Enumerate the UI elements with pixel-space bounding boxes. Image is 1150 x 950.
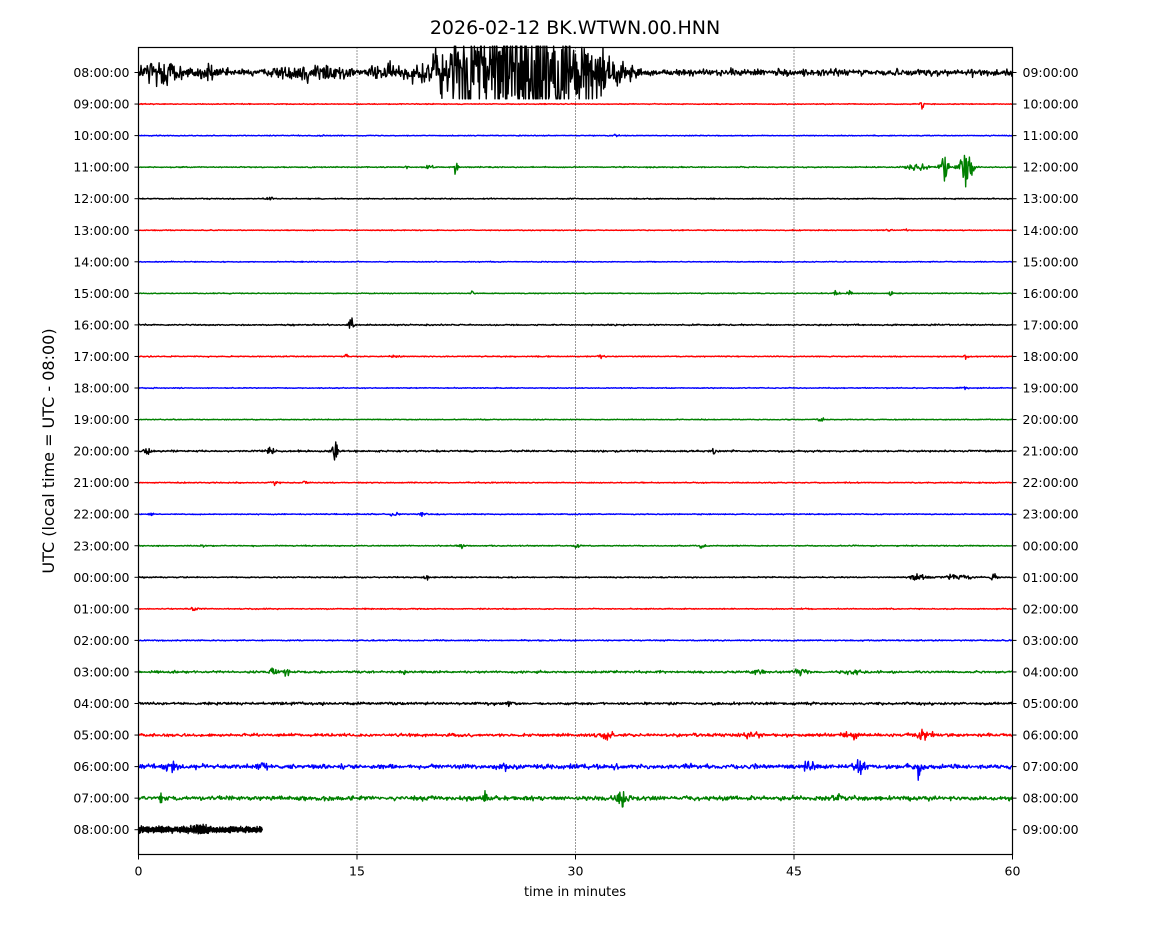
left-time-label: 08:00:00	[73, 65, 129, 80]
trace-5	[138, 228, 1013, 232]
trace-16	[138, 573, 1013, 581]
left-time-label: 08:00:00	[73, 822, 129, 837]
right-time-label: 17:00:00	[1023, 317, 1079, 332]
right-time-label: 13:00:00	[1023, 191, 1079, 206]
right-time-label: 18:00:00	[1023, 349, 1079, 364]
left-time-label: 21:00:00	[73, 475, 129, 490]
left-time-label: 13:00:00	[73, 223, 129, 238]
right-time-label: 16:00:00	[1023, 286, 1079, 301]
x-tick-label: 30	[568, 864, 584, 879]
right-time-label: 04:00:00	[1023, 664, 1079, 679]
left-time-label: 16:00:00	[73, 317, 129, 332]
trace-8	[137, 317, 1013, 329]
left-time-label: 01:00:00	[73, 601, 129, 616]
y-axis-label: UTC (local time = UTC - 08:00)	[39, 328, 58, 573]
right-time-label: 03:00:00	[1023, 633, 1079, 648]
right-time-label: 08:00:00	[1023, 791, 1079, 806]
right-time-label: 19:00:00	[1023, 381, 1079, 396]
right-time-label: 14:00:00	[1023, 223, 1079, 238]
right-time-label: 11:00:00	[1023, 128, 1079, 143]
x-tick-label: 45	[786, 864, 802, 879]
left-time-label: 22:00:00	[73, 507, 129, 522]
left-time-label: 00:00:00	[73, 570, 129, 585]
left-time-labels: 08:00:00 09:00:00 10:00:00 11:00:00 12:00:00…	[73, 65, 139, 837]
right-time-label: 22:00:00	[1023, 475, 1079, 490]
trace-15	[138, 543, 1013, 550]
right-time-label: 02:00:00	[1023, 601, 1079, 616]
x-tick-label: 0	[135, 864, 143, 879]
x-axis-ticks: 0 15 30 45 60	[135, 854, 1021, 879]
trace-14	[138, 511, 1013, 518]
right-time-label: 23:00:00	[1023, 507, 1079, 522]
left-time-label: 17:00:00	[73, 349, 129, 364]
left-time-label: 23:00:00	[73, 538, 129, 553]
x-axis-label: time in minutes	[524, 885, 626, 900]
trace-3	[138, 154, 1013, 188]
right-time-label: 10:00:00	[1023, 97, 1079, 112]
right-time-label: 01:00:00	[1023, 570, 1079, 585]
left-time-label: 06:00:00	[73, 759, 129, 774]
trace-23	[137, 790, 1014, 808]
left-time-label: 05:00:00	[73, 728, 129, 743]
left-time-label: 09:00:00	[73, 97, 129, 112]
right-time-label: 05:00:00	[1023, 696, 1079, 711]
trace-2	[138, 133, 1013, 138]
trace-6	[138, 260, 1013, 264]
left-time-label: 12:00:00	[73, 191, 129, 206]
trace-group	[137, 45, 1014, 835]
left-time-label: 11:00:00	[73, 160, 129, 175]
left-time-label: 14:00:00	[73, 254, 129, 269]
left-time-label: 18:00:00	[73, 381, 129, 396]
right-time-label: 00:00:00	[1023, 538, 1079, 553]
gridline-group	[356, 47, 795, 855]
x-tick-label: 60	[1005, 864, 1021, 879]
right-time-label: 21:00:00	[1023, 444, 1079, 459]
trace-18	[138, 638, 1013, 642]
trace-20	[138, 700, 1014, 708]
left-time-label: 03:00:00	[73, 664, 129, 679]
right-time-label: 20:00:00	[1023, 412, 1079, 427]
left-time-label: 02:00:00	[73, 633, 129, 648]
right-time-label: 06:00:00	[1023, 728, 1079, 743]
left-time-label: 19:00:00	[73, 412, 129, 427]
trace-19	[138, 667, 1014, 677]
left-time-label: 04:00:00	[73, 696, 129, 711]
right-time-label: 07:00:00	[1023, 759, 1079, 774]
right-time-label: 12:00:00	[1023, 160, 1079, 175]
chart-title: 2026-02-12 BK.WTWN.00.HNN	[430, 17, 720, 39]
right-time-label: 09:00:00	[1023, 65, 1079, 80]
left-time-label: 10:00:00	[73, 128, 129, 143]
left-time-label: 15:00:00	[73, 286, 129, 301]
trace-24	[137, 823, 263, 835]
x-tick-label: 15	[349, 864, 365, 879]
left-time-label: 07:00:00	[73, 791, 129, 806]
trace-10	[138, 386, 1013, 391]
right-time-label: 15:00:00	[1023, 254, 1079, 269]
trace-12	[138, 441, 1013, 461]
right-time-labels: 09:00:00 10:00:00 11:00:00 12:00:00 13:00:00…	[1012, 65, 1079, 837]
trace-1	[138, 102, 1014, 110]
left-time-label: 20:00:00	[73, 444, 129, 459]
right-time-label: 09:00:00	[1023, 822, 1079, 837]
